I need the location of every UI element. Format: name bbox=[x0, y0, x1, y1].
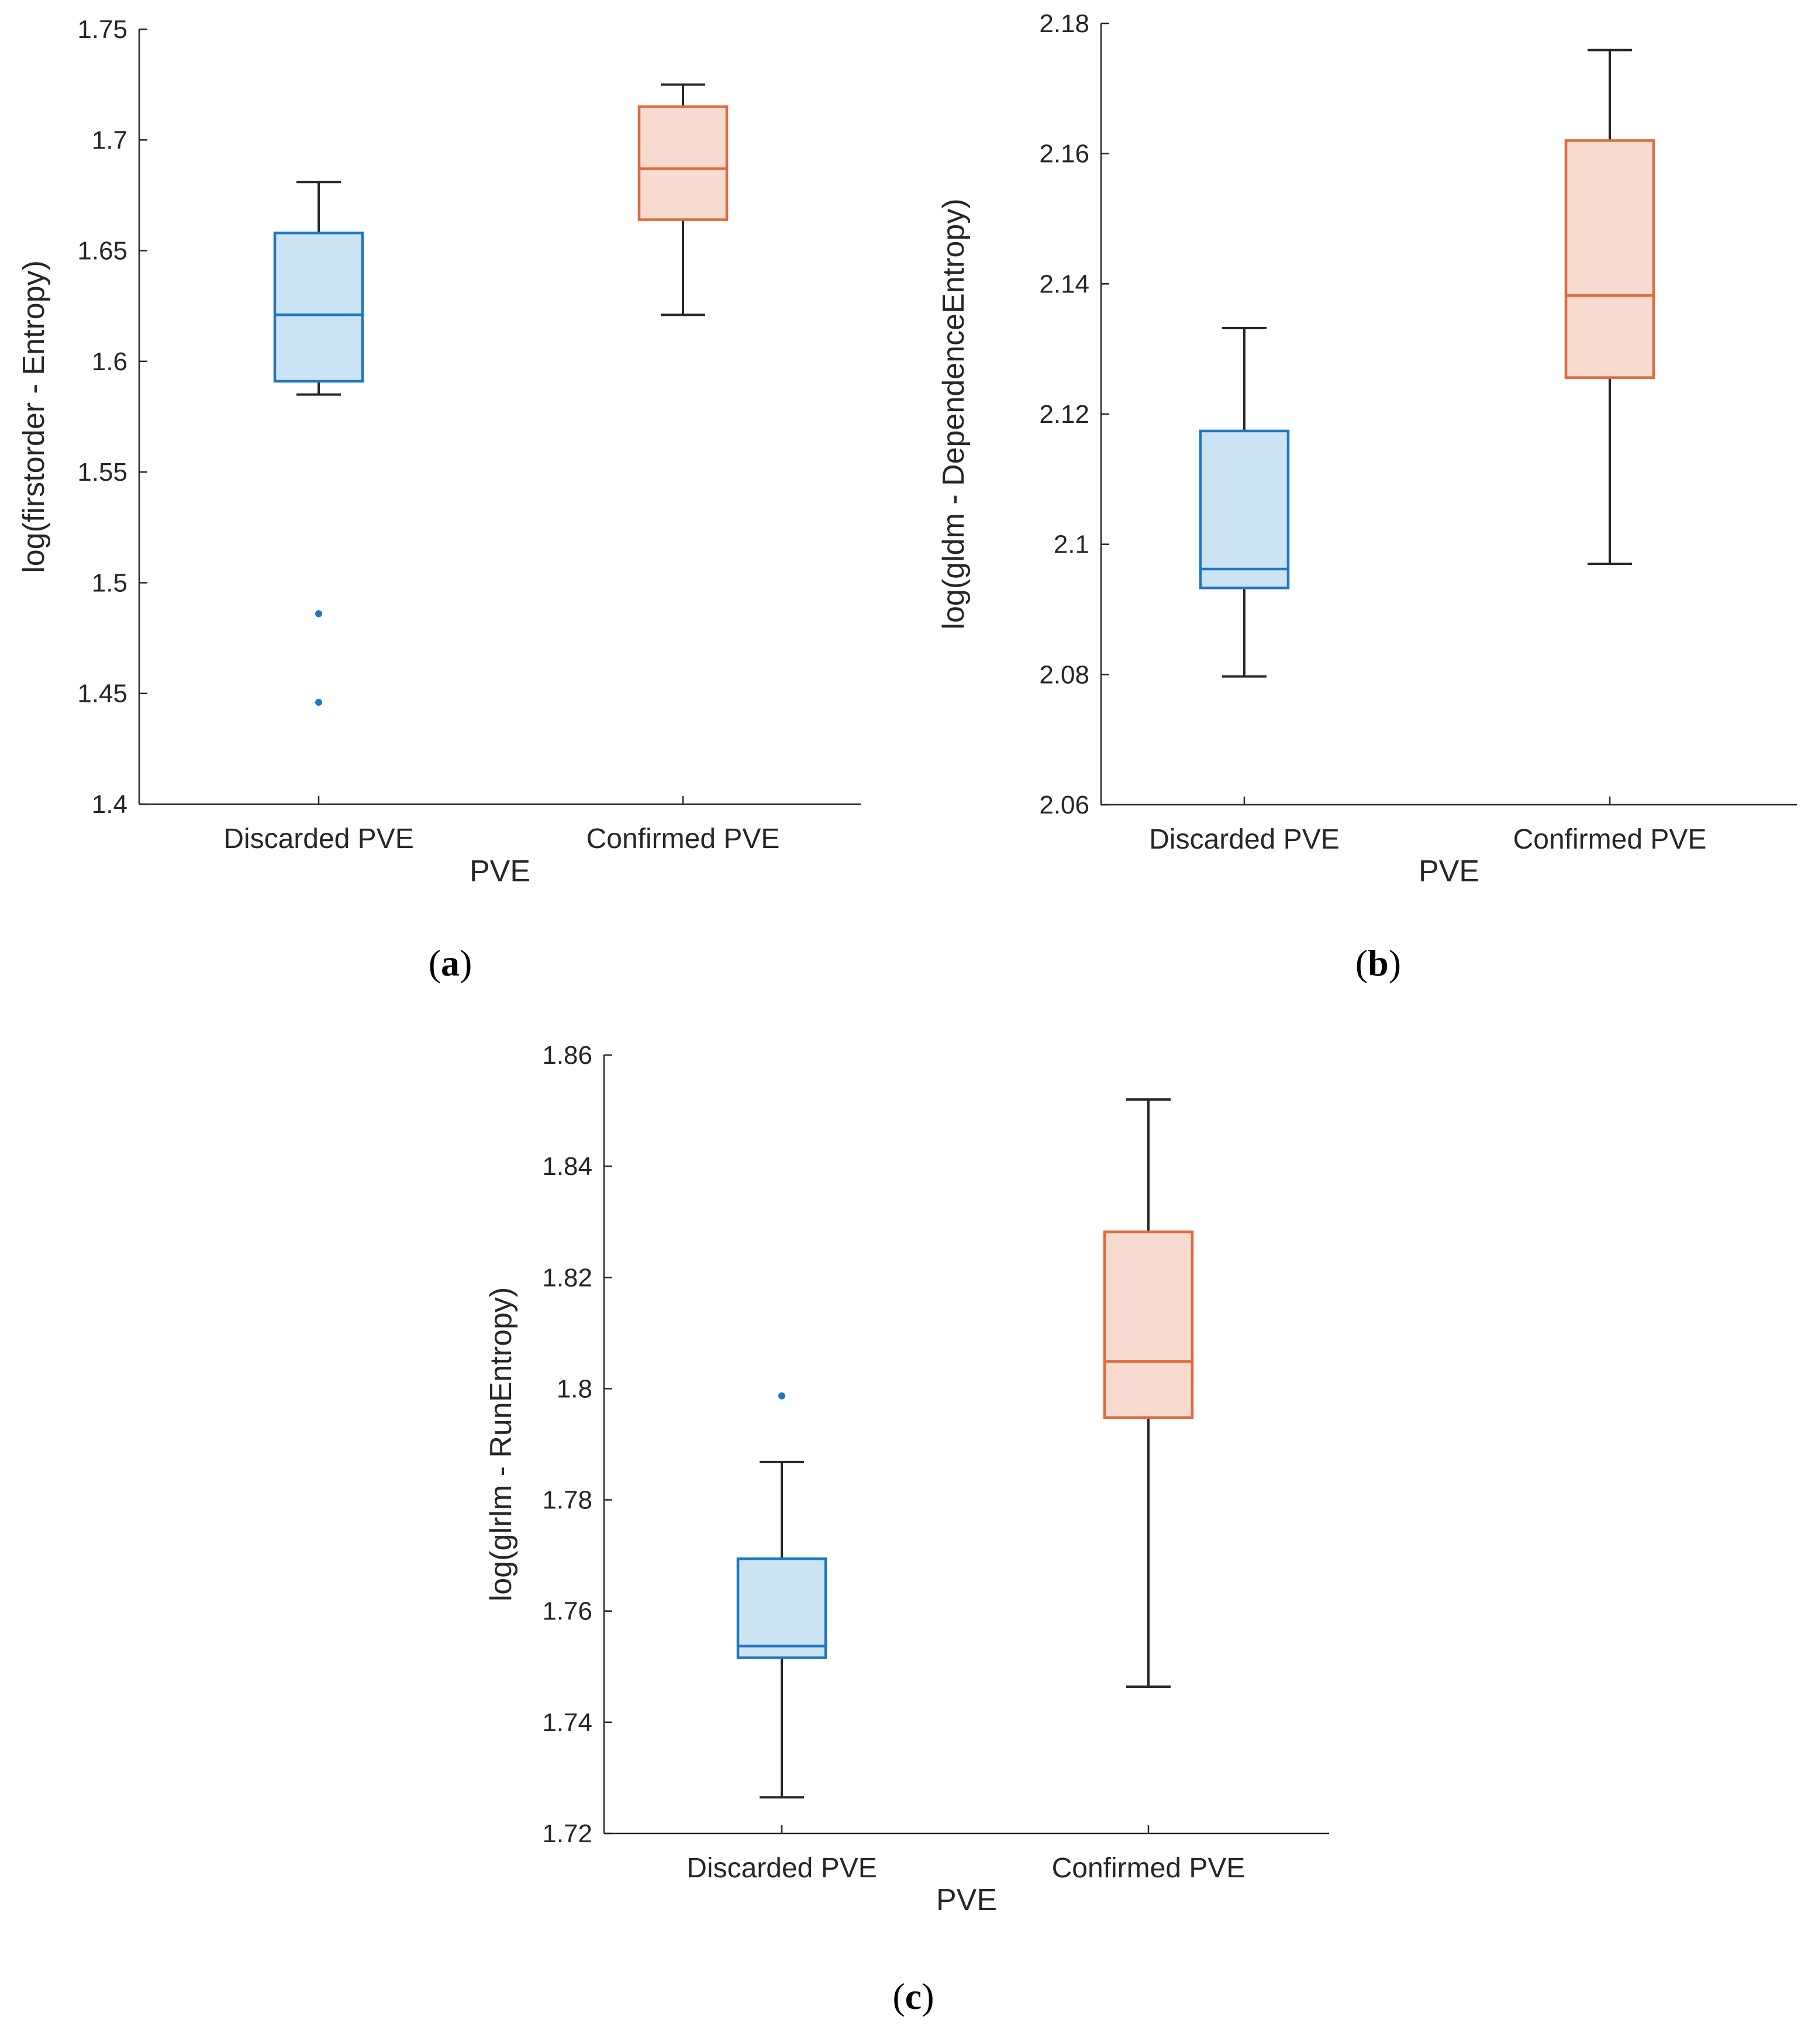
y-tick-label: 1.76 bbox=[542, 1597, 592, 1626]
x-tick-label: Confirmed PVE bbox=[586, 823, 780, 854]
x-axis-title: PVE bbox=[1419, 854, 1479, 888]
x-tick-label: Confirmed PVE bbox=[1052, 1853, 1245, 1884]
y-tick-label: 1.65 bbox=[77, 237, 127, 266]
box-confirmed bbox=[1103, 1098, 1194, 1688]
iqr-box bbox=[1199, 429, 1290, 590]
panel-b: 2.06 2.08 2.1 2.12 2.14 2.16 2.18 Discarded PVE… bbox=[937, 9, 1797, 984]
panel-c: 1.72 1.74 1.76 1.78 1.8 1.82 1.84 1.86 Discarded… bbox=[484, 1041, 1329, 2017]
x-tick-label: Discarded PVE bbox=[223, 823, 413, 854]
box-discarded bbox=[1199, 327, 1290, 678]
x-axis-title: PVE bbox=[936, 1883, 997, 1917]
y-tick-label: 1.55 bbox=[77, 458, 127, 487]
outlier-point bbox=[315, 610, 322, 618]
iqr-box bbox=[273, 232, 364, 383]
y-axis-title: log(gldm - DependenceEntropy) bbox=[937, 198, 971, 629]
y-tick-label: 1.4 bbox=[92, 790, 127, 819]
panel-label: (c) bbox=[892, 1976, 934, 2017]
box-confirmed bbox=[1564, 49, 1655, 566]
panel-label: (b) bbox=[1355, 942, 1401, 984]
y-tick-label: 2.16 bbox=[1039, 140, 1089, 168]
y-tick-label: 1.72 bbox=[542, 1819, 592, 1848]
box-discarded bbox=[273, 181, 364, 706]
y-tick-label: 1.75 bbox=[77, 15, 127, 44]
y-tick-label: 1.7 bbox=[92, 126, 127, 154]
box-confirmed bbox=[637, 83, 729, 316]
y-tick-label: 2.08 bbox=[1039, 660, 1089, 689]
iqr-box bbox=[1103, 1230, 1194, 1419]
y-tick-label: 2.1 bbox=[1054, 530, 1089, 559]
outlier-point bbox=[778, 1392, 785, 1400]
y-tick-label: 1.82 bbox=[542, 1263, 592, 1292]
y-tick-label: 2.06 bbox=[1039, 791, 1089, 819]
y-tick-label: 1.74 bbox=[542, 1708, 592, 1737]
y-axis-title: log(glrlm - RunEntropy) bbox=[484, 1287, 518, 1602]
y-tick-label: 1.5 bbox=[92, 568, 127, 597]
panel-a: 1.4 1.45 1.5 1.55 1.6 1.65 1.7 1.75 Discarded PV… bbox=[17, 15, 861, 984]
y-axis-title: log(firstorder - Entropy) bbox=[17, 260, 51, 573]
box-discarded bbox=[736, 1392, 827, 1799]
y-tick-label: 1.84 bbox=[542, 1152, 592, 1181]
iqr-box bbox=[637, 105, 729, 221]
y-tick-label: 1.45 bbox=[77, 680, 127, 708]
x-axis-title: PVE bbox=[470, 854, 530, 888]
panel-label: (a) bbox=[429, 942, 472, 984]
y-tick-label: 2.18 bbox=[1039, 9, 1089, 38]
iqr-box bbox=[736, 1557, 827, 1659]
y-tick-label: 2.12 bbox=[1039, 400, 1089, 429]
outlier-point bbox=[315, 698, 322, 706]
x-tick-label: Discarded PVE bbox=[686, 1853, 877, 1884]
y-tick-label: 1.86 bbox=[542, 1041, 592, 1070]
y-tick-label: 2.14 bbox=[1039, 270, 1089, 298]
y-tick-label: 1.6 bbox=[92, 347, 127, 376]
y-tick-label: 1.78 bbox=[542, 1486, 592, 1515]
y-tick-label: 1.8 bbox=[557, 1374, 592, 1403]
iqr-box bbox=[1564, 139, 1655, 379]
x-tick-label: Discarded PVE bbox=[1149, 824, 1339, 855]
x-tick-label: Confirmed PVE bbox=[1513, 824, 1707, 855]
